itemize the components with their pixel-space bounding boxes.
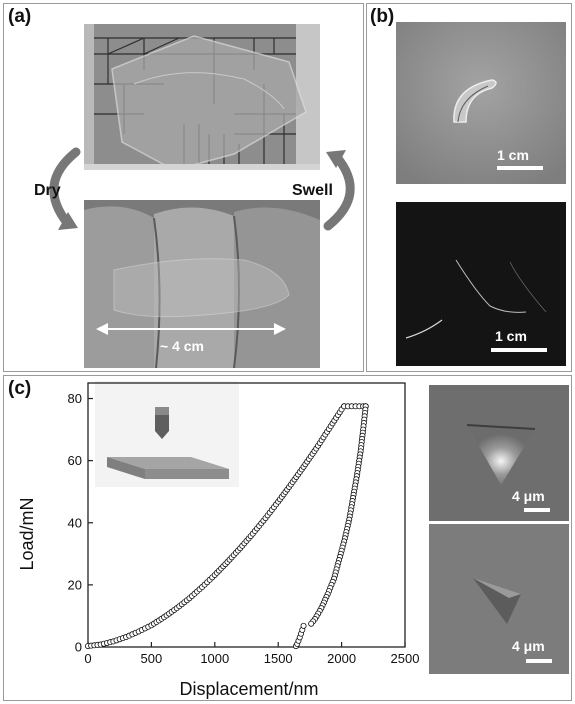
y-tick-label: 40: [68, 515, 82, 530]
y-tick-label: 60: [68, 453, 82, 468]
scale-label-c-top: 4 μm: [512, 488, 545, 504]
x-tick-label: 500: [141, 651, 163, 666]
load-displacement-chart: 0 500 1000 1500 2000 2500 0 20 40 60 80 Displaceme…: [17, 381, 420, 699]
scale-bar-b-bottom: [491, 348, 547, 352]
y-axis-label: Load/mN: [17, 497, 37, 570]
size-arrow: [96, 323, 286, 335]
panel-c-label: (c): [8, 378, 32, 399]
y-tick-label: 80: [68, 391, 82, 406]
data-point: [300, 622, 307, 629]
x-tick-label: 0: [84, 651, 91, 666]
fluorescence-photo: [396, 202, 566, 366]
scale-label-b-top: 1 cm: [497, 147, 529, 163]
scale-bar-c-bottom: [526, 659, 552, 663]
indenter-schematic: [95, 381, 239, 487]
data-point: [308, 620, 315, 627]
scale-bar-c-top: [524, 508, 550, 512]
indent-image-top: [429, 385, 569, 521]
x-tick-label: 1500: [264, 651, 293, 666]
size-label: ~ 4 cm: [160, 338, 204, 354]
x-tick-label: 2000: [327, 651, 356, 666]
curled-film-photo: [396, 22, 566, 184]
x-tick-label: 1000: [200, 651, 229, 666]
panel-a: (a) ~ 4 cm Dry Swe: [3, 3, 364, 372]
panel-b: (b) 1 cm 1 cm: [366, 3, 572, 372]
swell-label: Swell: [292, 182, 333, 199]
dry-label: Dry: [34, 182, 61, 199]
y-tick-label: 0: [75, 640, 82, 655]
scale-label-b-bottom: 1 cm: [495, 328, 527, 344]
swell-arrow-icon: [323, 150, 355, 231]
grid-photo: [84, 24, 320, 170]
y-tick-label: 20: [68, 577, 82, 592]
scale-bar-b-top: [497, 166, 543, 170]
panel-b-label: (b): [370, 6, 395, 27]
dry-arrow-icon: [49, 147, 81, 230]
indent-image-bottom: [429, 524, 569, 674]
plot-frame: [87, 382, 406, 648]
finger-photo: [84, 200, 320, 368]
x-axis-label: Displacement/nm: [179, 679, 318, 699]
x-tick-label: 2500: [391, 651, 420, 666]
panel-a-label: (a): [8, 6, 32, 27]
scale-label-c-bottom: 4 μm: [512, 638, 545, 654]
